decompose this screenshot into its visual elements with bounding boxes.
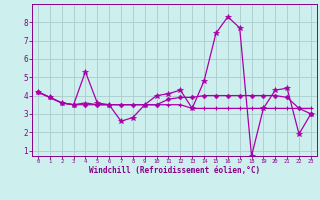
X-axis label: Windchill (Refroidissement éolien,°C): Windchill (Refroidissement éolien,°C) xyxy=(89,166,260,175)
